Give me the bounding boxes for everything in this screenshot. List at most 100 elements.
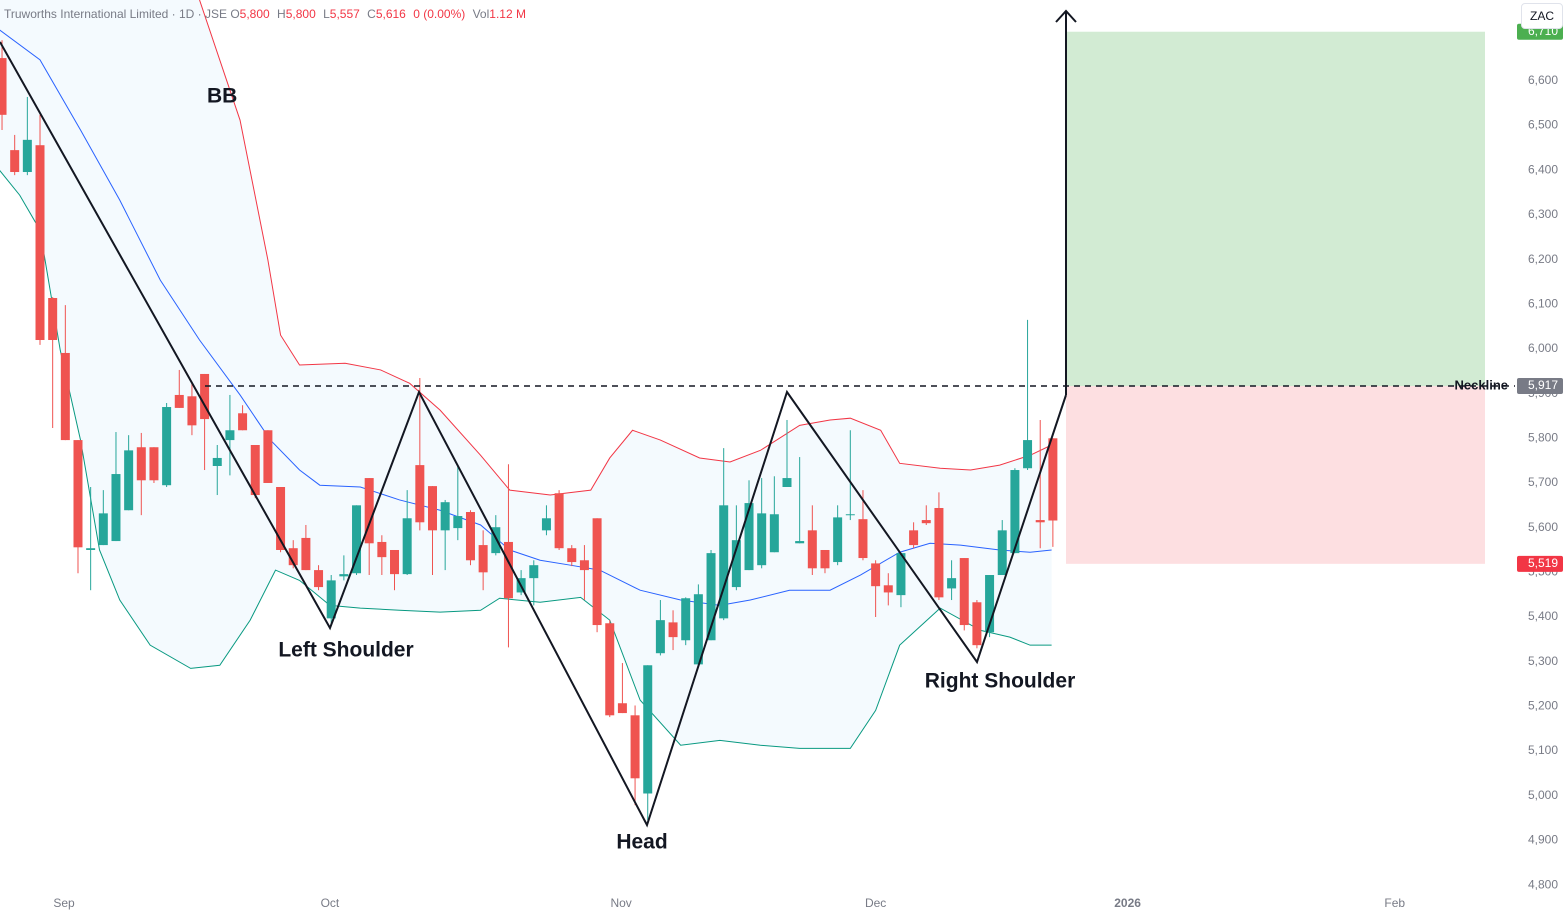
candle-body (529, 565, 539, 579)
candle-body (73, 440, 83, 548)
y-tick-label: 5,700 (1528, 475, 1558, 489)
h-key: H (277, 7, 286, 21)
candle-body (415, 465, 425, 523)
y-tick-label: 5,300 (1528, 654, 1558, 668)
candle-body (643, 665, 653, 794)
y-tick-label: 5,400 (1528, 609, 1558, 623)
candle-body (427, 486, 437, 531)
neckline-tag-label: 5,917 (1528, 378, 1558, 392)
candle-body (858, 519, 868, 559)
candle-body (503, 541, 513, 599)
candle-body (250, 445, 260, 496)
y-tick-label: 6,000 (1528, 341, 1558, 355)
close: 5,616 (375, 7, 406, 21)
candle-body (693, 594, 703, 665)
y-tick-label: 6,300 (1528, 207, 1558, 221)
stop-tag (1517, 555, 1563, 572)
candle-body (162, 407, 172, 486)
candle-body (149, 447, 159, 481)
band-line (0, 170, 1052, 749)
candle-body (136, 447, 146, 481)
candle-body (617, 703, 627, 714)
candle-body (0, 58, 7, 115)
bb-label: BB (207, 85, 237, 108)
candle-body (491, 527, 501, 554)
candle-body (453, 516, 463, 529)
candle-body (541, 518, 551, 531)
candle-body (301, 537, 311, 571)
band-fill (0, 0, 1052, 749)
candle-body (630, 715, 640, 779)
stop-zone (1066, 386, 1485, 564)
candle-body (377, 541, 387, 558)
band-line (199, 0, 1052, 496)
x-tick-label: Sep (53, 896, 75, 910)
candle-body (98, 513, 108, 546)
l-key: L (323, 7, 330, 21)
candle-body (352, 505, 362, 574)
candle-body (288, 548, 298, 566)
candle-body (440, 502, 450, 531)
candle-body (1010, 470, 1020, 554)
pattern-line (0, 41, 1067, 828)
x-tick-label: Oct (321, 896, 340, 910)
candle-body (972, 602, 982, 646)
vol-key: Vol (472, 7, 490, 21)
candle-body (10, 150, 20, 173)
low: 5,557 (329, 7, 360, 21)
candle-body (174, 394, 184, 408)
volume: 1.12 M (489, 7, 526, 21)
candle-body (896, 553, 906, 596)
candle-body (48, 298, 58, 341)
currency-button[interactable]: ZAC (1521, 3, 1563, 29)
candle-body (554, 493, 564, 549)
candle-body (947, 578, 957, 589)
candle-body (1023, 440, 1033, 469)
candle-body (390, 549, 400, 575)
candle-body (934, 507, 944, 598)
candle-body (326, 580, 336, 619)
candle-body (225, 430, 235, 441)
candle-body (364, 478, 374, 544)
y-tick-label: 5,000 (1528, 788, 1558, 802)
candle-body (567, 548, 577, 563)
right-shoulder-label: Right Shoulder (925, 670, 1076, 693)
candle-body (60, 352, 70, 441)
candle-body (833, 517, 843, 563)
candle-body (795, 541, 805, 544)
candle-body (782, 478, 792, 487)
legend-header: Truworths International Limited · 1D · J… (4, 7, 530, 21)
o-key: O (230, 7, 240, 21)
y-tick-label: 4,900 (1528, 833, 1558, 847)
candle-body (124, 450, 134, 511)
candle-body (478, 545, 488, 573)
candle-body (402, 518, 412, 575)
y-tick-label: 6,400 (1528, 162, 1558, 176)
candle-body (820, 549, 830, 569)
candle-body (200, 373, 210, 420)
y-tick-label: 4,800 (1528, 877, 1558, 891)
candle-body (883, 585, 893, 593)
open: 5,800 (239, 7, 270, 21)
candle-body (465, 512, 475, 561)
candle-body (959, 558, 969, 626)
candle-body (86, 548, 96, 550)
y-tick-label: 5,100 (1528, 743, 1558, 757)
change: 0 (0.00%) (413, 7, 466, 21)
candle-body (997, 530, 1007, 576)
candle-body (1048, 438, 1058, 521)
y-tick-label: 5,600 (1528, 520, 1558, 534)
candle-body (579, 560, 589, 571)
x-tick-label: Dec (865, 896, 886, 910)
candle-body (111, 474, 121, 542)
y-tick-label: 6,500 (1528, 118, 1558, 132)
high: 5,800 (285, 7, 316, 21)
stop-tag-label: 5,519 (1528, 556, 1558, 570)
candle-body (985, 575, 995, 633)
y-tick-label: 6,100 (1528, 296, 1558, 310)
symbol: Truworths International Limited · 1D · J… (4, 7, 227, 21)
arrow-head (1055, 9, 1077, 23)
candle-body (314, 570, 324, 588)
candle-body (22, 139, 32, 173)
